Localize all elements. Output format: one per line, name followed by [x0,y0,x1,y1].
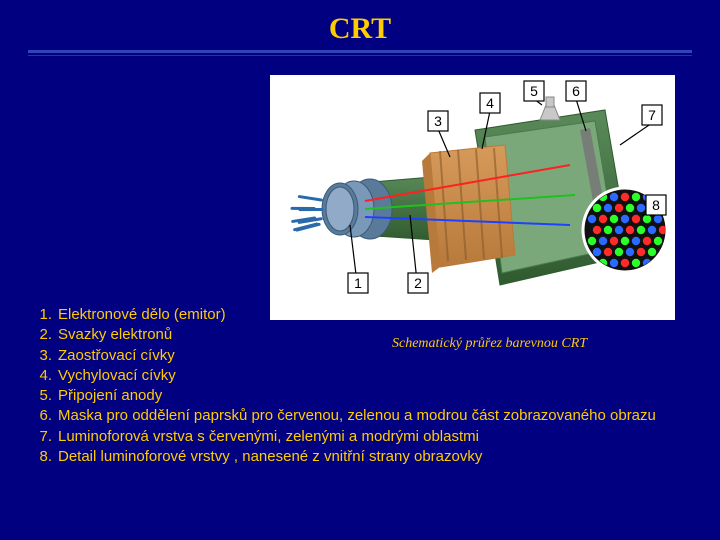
list-item: 2.Svazky elektronů [30,325,690,345]
list-item-text: Maska pro oddělení paprsků pro červenou,… [58,406,690,426]
list-item-text: Detail luminoforové vrstvy , nanesené z … [58,447,690,467]
list-item-text: Elektronové dělo (emitor) [58,305,690,325]
list-item-text: Připojení anody [58,386,690,406]
title-rule-thin [28,55,692,56]
list-item: 4.Vychylovací cívky [30,366,690,386]
svg-text:7: 7 [648,107,656,123]
list-item-number: 4. [30,366,58,386]
svg-text:5: 5 [530,83,538,99]
svg-text:4: 4 [486,95,494,111]
list-item-number: 8. [30,447,58,467]
list-item-text: Svazky elektronů [58,325,690,345]
list-item: 3.Zaostřovací cívky [30,346,690,366]
list-item-number: 2. [30,325,58,345]
list-item: 1.Elektronové dělo (emitor) [30,305,690,325]
svg-text:8: 8 [652,197,660,213]
list-item-number: 3. [30,346,58,366]
list-item: 8.Detail luminoforové vrstvy , nanesené … [30,447,690,467]
list-item-number: 6. [30,406,58,426]
crt-diagram: 1 2 3 4 5 6 7 8 [270,75,675,320]
list-item: 7.Luminoforová vrstva s červenými, zelen… [30,427,690,447]
list-item-number: 1. [30,305,58,325]
svg-text:2: 2 [414,275,422,291]
list-item: 6.Maska pro oddělení paprsků pro červeno… [30,406,690,426]
list-item-number: 7. [30,427,58,447]
list-item-number: 5. [30,386,58,406]
svg-text:6: 6 [572,83,580,99]
list-item-text: Vychylovací cívky [58,366,690,386]
numbered-list: 1.Elektronové dělo (emitor)2.Svazky elek… [30,305,690,467]
svg-text:1: 1 [354,275,362,291]
svg-text:3: 3 [434,113,442,129]
list-item: 5.Připojení anody [30,386,690,406]
list-item-text: Luminoforová vrstva s červenými, zeleným… [58,427,690,447]
list-item-text: Zaostřovací cívky [58,346,690,366]
title-rule-thick [28,50,692,53]
slide-title: CRT [0,12,720,46]
